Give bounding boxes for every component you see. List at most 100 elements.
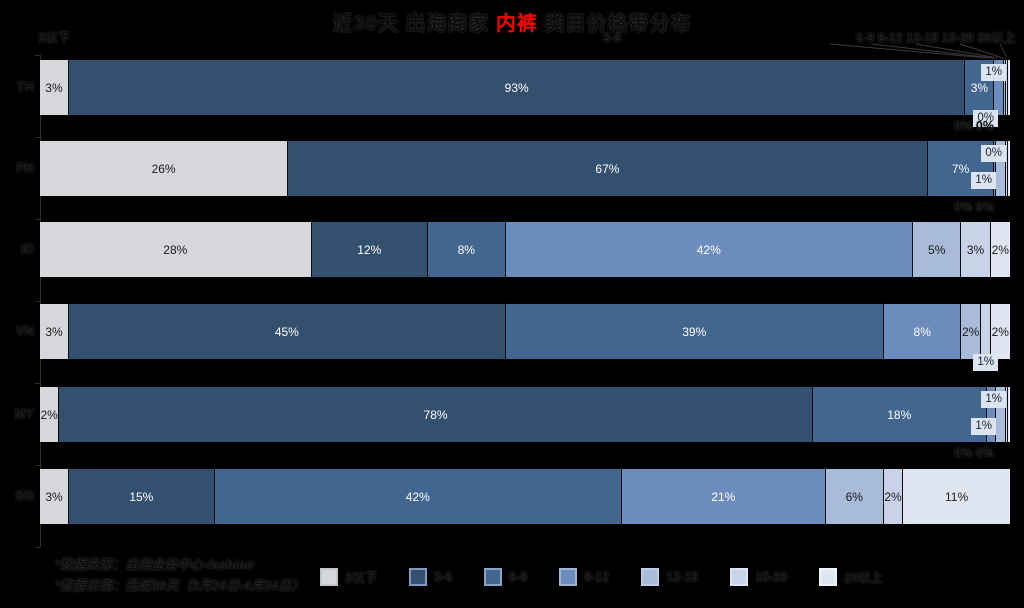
legend-swatch <box>559 567 578 586</box>
legend-item: 12-15 <box>641 567 699 586</box>
legend-label: 3以下 <box>345 571 377 585</box>
axis-tick <box>35 465 40 466</box>
below-bar-labels: 0% 0% <box>954 119 994 133</box>
stacked-bar: 2% 78% 18% <box>40 387 1010 442</box>
category-label: TH <box>16 79 34 94</box>
segment-value-label: 12% <box>357 242 382 257</box>
bar-segment: 3% <box>40 304 70 359</box>
bar-segment: 15% <box>69 469 215 524</box>
bar-segment: 42% <box>505 222 913 277</box>
stacked-bar: 3% 15% 42% 21% 6% 2% 11% <box>40 469 1010 524</box>
bar-segment: 28% <box>40 222 312 277</box>
source-notes: *数据来源：出海业务中心-fashion *数据日期：最近30天（3月26日-4… <box>55 554 304 596</box>
below-bar-labels: 0% 0% <box>954 200 994 214</box>
plot-area: TH 3% 93% 3% 1% 0% 0% 0% PH 26% 67% 7% 0% 1% 0% 0% ID 2… <box>15 0 1011 608</box>
stacked-bar: 28% 12% 8% 42% 5% 3% 2% <box>40 222 1010 277</box>
axis-tick <box>35 383 40 384</box>
bar-segment: 2% <box>40 387 60 442</box>
legend-swatch <box>408 567 427 586</box>
category-label: SG <box>15 488 34 503</box>
legend-label: 20以上 <box>844 571 884 585</box>
segment-value-label: 26% <box>151 161 176 176</box>
bar-segment: 93% <box>68 60 966 115</box>
category-axis-line <box>40 55 41 547</box>
callout-label: 0% <box>973 110 998 127</box>
segment-value-label: 15% <box>129 489 154 504</box>
annotation-right-cluster: 6-9 9-12 12-15 15-20 20以上 <box>856 31 1016 45</box>
legend-swatch <box>320 567 338 586</box>
bar-segment: 67% <box>288 141 928 196</box>
segment-value-label: 42% <box>696 242 721 257</box>
title-prefix: 近30天 出海商家 <box>332 13 496 35</box>
segment-value-label: 2% <box>991 242 1009 257</box>
callout-label: 1% <box>973 354 998 371</box>
category-label: VN <box>15 323 34 338</box>
title-highlight: 内裤 <box>495 13 538 35</box>
bar-segment: 45% <box>69 304 506 359</box>
bar-segment: 2% <box>961 304 981 359</box>
bar-row-my: MY 2% 78% 18% 1% 1% 0% 0% <box>15 387 1010 460</box>
legend-item: 20以上 <box>819 567 883 586</box>
segment-value-label: 42% <box>405 489 430 504</box>
bar-segment: 5% <box>912 222 962 277</box>
axis-tick <box>35 137 40 138</box>
bar-segment: 3% <box>961 222 991 277</box>
bar-segment <box>1004 60 1007 115</box>
segment-value-label: 3% <box>970 80 989 95</box>
segment-value-label: 78% <box>423 407 448 422</box>
category-label: MY <box>14 406 35 421</box>
bar-row-id: ID 28% 12% 8% 42% 5% 3% 2% <box>21 222 1010 277</box>
segment-value-label: 11% <box>945 489 969 504</box>
bar-segment <box>996 387 1006 442</box>
segment-value-label: 8% <box>457 242 475 257</box>
below-bar-labels: 0% 0% <box>954 446 994 460</box>
segment-value-label: 93% <box>504 80 529 95</box>
axis-tick <box>35 301 40 302</box>
segment-value-label: 5% <box>928 242 946 257</box>
bar-segment: 21% <box>621 469 826 524</box>
bar-row-vn: VN 3% 45% 39% 8% 2% 2% 1% <box>16 304 1010 371</box>
segment-value-label: 67% <box>595 161 620 176</box>
bar-segment <box>994 60 1005 115</box>
bar-segment <box>1008 60 1011 115</box>
segment-value-label: 2% <box>991 324 1009 339</box>
bar-segment: 6% <box>825 469 884 524</box>
legend-swatch <box>730 567 749 586</box>
bar-segment <box>1006 387 1008 442</box>
bar-segment <box>996 141 1007 196</box>
segment-value-label: 2% <box>962 324 980 339</box>
bar-row-sg: SG 3% 15% 42% 21% 6% 2% 11% <box>15 469 1010 524</box>
segment-value-label: 45% <box>274 324 299 339</box>
legend-item: 3-6 <box>408 567 452 586</box>
callout-label: 1% <box>971 172 996 189</box>
legend-label: 9-12 <box>584 569 610 584</box>
bar-segment: 2% <box>990 222 1010 277</box>
legend-swatch <box>641 567 660 586</box>
bar-segment <box>1006 141 1009 196</box>
legend-label: 12-15 <box>666 569 699 584</box>
callout-label: 1% <box>981 64 1006 81</box>
bar-segment: 8% <box>427 222 506 277</box>
bar-segment <box>994 141 997 196</box>
legend-swatch <box>819 567 838 586</box>
stacked-bar: 3% 45% 39% 8% 2% 2% <box>40 304 1010 359</box>
bar-segment <box>1008 141 1011 196</box>
segment-value-label: 3% <box>45 80 63 95</box>
chart-title: 近30天 出海商家 内裤 类目价格带分布 <box>0 7 1024 36</box>
axis-tick <box>35 55 40 56</box>
bar-segment <box>986 387 997 442</box>
segment-value-label: 6% <box>845 489 863 504</box>
legend: 3以下 3-6 6-9 9-12 12-15 15-20 20以上 <box>320 567 883 586</box>
legend-label: 15-20 <box>755 569 788 584</box>
annotation-3below: 3以下 <box>38 31 70 45</box>
stacked-bar: 26% 67% 7% <box>40 141 1011 196</box>
source-note-line2: *数据日期：最近30天（3月26日-4月24日） <box>55 578 305 593</box>
annotation-3-6: 3-6 <box>603 31 622 45</box>
bar-segment <box>1006 60 1009 115</box>
legend-swatch <box>484 567 503 586</box>
bar-segment: 12% <box>311 222 428 277</box>
category-label: ID <box>21 241 34 256</box>
bar-segment: 3% <box>40 469 70 524</box>
segment-value-label: 2% <box>884 489 902 504</box>
